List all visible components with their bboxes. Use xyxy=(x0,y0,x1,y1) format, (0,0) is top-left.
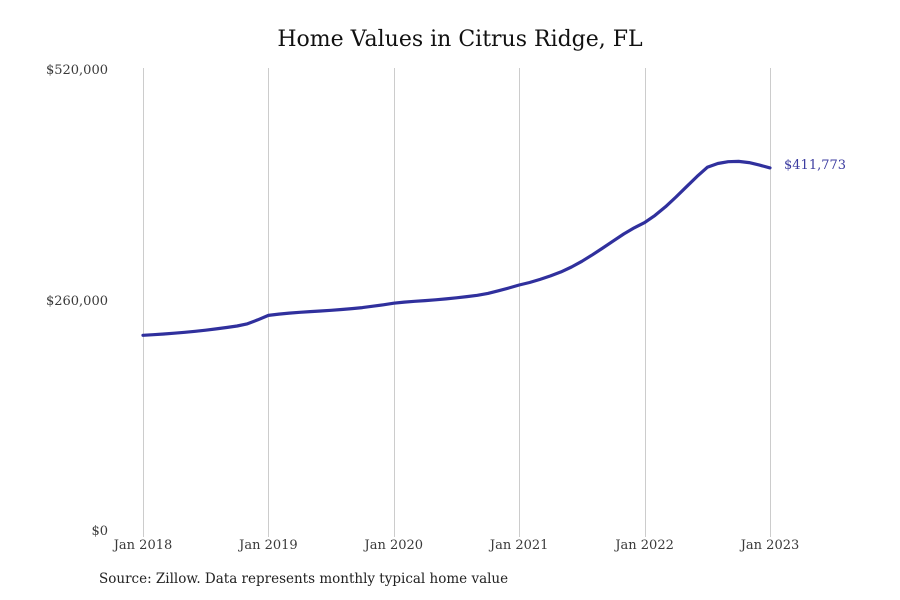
x-tick-label-jan-2023: Jan 2023 xyxy=(740,538,800,553)
x-tick-label-jan-2022: Jan 2022 xyxy=(615,538,674,553)
home-value-line xyxy=(141,159,772,337)
y-tick-label-0: $0 xyxy=(91,524,108,539)
x-tick-label-jan-2021: Jan 2021 xyxy=(489,538,549,553)
x-tick-label-jan-2018: Jan 2018 xyxy=(113,538,173,553)
x-tick-label-jan-2019: Jan 2019 xyxy=(239,538,298,553)
source-note: Source: Zillow. Data represents monthly … xyxy=(99,571,509,587)
chart-title: Home Values in Citrus Ridge, FL xyxy=(277,27,643,52)
gridlines-group xyxy=(143,68,771,537)
y-tick-label-260000: $260,000 xyxy=(45,293,108,309)
latest-value-label: $411,773 xyxy=(784,157,847,173)
x-tick-label-jan-2020: Jan 2020 xyxy=(364,538,424,553)
y-tick-label-520000: $520,000 xyxy=(45,63,108,78)
